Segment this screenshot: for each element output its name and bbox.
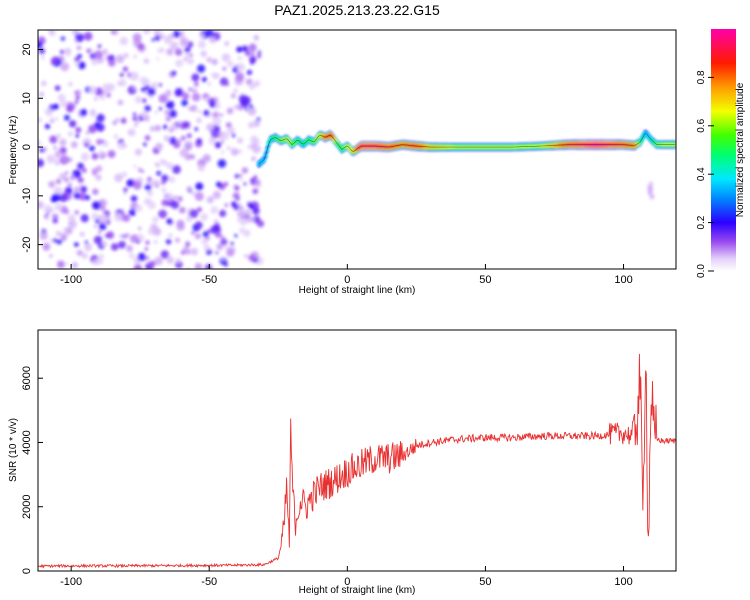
bottom-y-tick-label: 4000 <box>21 430 33 454</box>
top-x-axis: -100 -50 0 50 100 <box>60 264 633 286</box>
top-y-axis: -20 -10 0 10 20 <box>21 43 43 253</box>
top-y-axis-label: Frequency (Hz) <box>8 116 19 185</box>
bottom-x-axis: -100 -50 0 50 100 <box>60 566 633 588</box>
top-x-tick-label: 50 <box>479 274 491 286</box>
bottom-x-tick-label: 50 <box>479 576 491 588</box>
bottom-x-tick-label: -100 <box>60 576 82 588</box>
bottom-y-axis-label: SNR (10 * v/v) <box>8 418 19 482</box>
colorbar: 0.0 0.2 0.4 0.6 0.8 Normalized spectral ampl… <box>696 29 746 278</box>
noise-region <box>38 30 655 269</box>
bottom-x-axis-label: Height of straight line (km) <box>299 585 416 596</box>
bottom-y-tick-label: 0 <box>21 568 33 574</box>
colorbar-tick-label: 0.0 <box>696 264 707 278</box>
top-x-axis-label: Height of straight line (km) <box>299 285 416 296</box>
top-y-tick-label: 20 <box>21 43 33 55</box>
colorbar-tick-label: 0.2 <box>696 215 707 229</box>
bottom-x-tick-label: 100 <box>614 576 632 588</box>
colorbar-tick-label: 0.6 <box>696 118 707 132</box>
top-x-tick-label: -50 <box>201 274 217 286</box>
snr-line <box>38 353 676 569</box>
figure-title: PAZ1.2025.213.23.22.G15 <box>274 2 440 18</box>
bottom-y-tick-label: 6000 <box>21 366 33 390</box>
colorbar-gradient <box>711 29 736 271</box>
bottom-y-tick-label: 2000 <box>21 494 33 518</box>
bottom-x-tick-label: 0 <box>344 576 350 588</box>
top-y-tick-label: 0 <box>21 144 33 150</box>
bottom-x-tick-label: -50 <box>201 576 217 588</box>
top-x-tick-label: 0 <box>344 274 350 286</box>
top-y-tick-label: -10 <box>21 188 33 204</box>
snr-frame <box>37 329 677 572</box>
spectrogram-frame <box>37 29 677 270</box>
top-x-tick-label: 100 <box>614 274 632 286</box>
colorbar-tick-label: 0.4 <box>696 167 707 181</box>
colorbar-tick-label: 0.8 <box>696 70 707 84</box>
colorbar-label: Normalized spectral amplitude <box>735 82 746 217</box>
colorbar-ticks: 0.0 0.2 0.4 0.6 0.8 <box>696 70 714 278</box>
top-x-tick-label: -100 <box>60 274 82 286</box>
bottom-y-axis: 0 2000 4000 6000 <box>21 366 43 574</box>
top-y-tick-label: -20 <box>21 237 33 253</box>
top-y-tick-label: 10 <box>21 92 33 104</box>
snr-panel: -100 -50 0 50 100 0 2000 4000 6000 Height of st… <box>8 329 677 596</box>
